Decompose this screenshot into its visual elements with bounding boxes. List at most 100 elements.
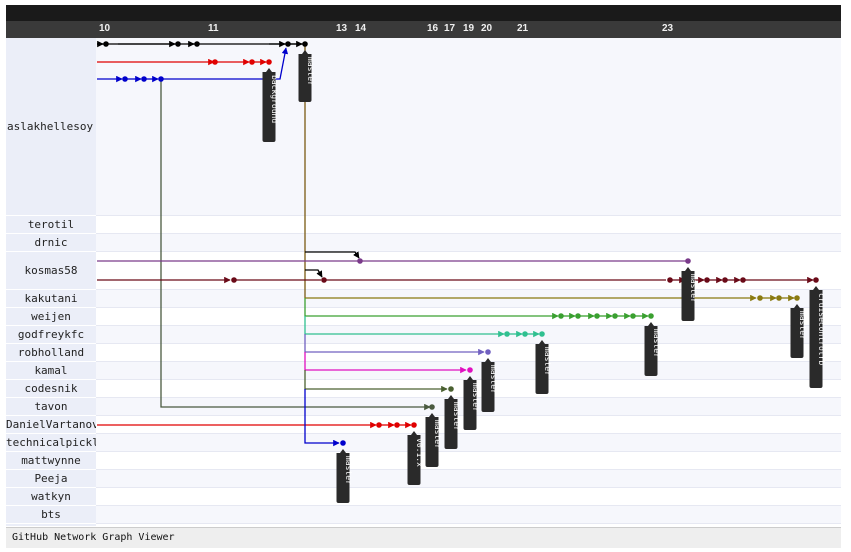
user-row-name: drnic bbox=[6, 234, 96, 252]
user-row-track bbox=[96, 234, 841, 252]
commit-dot[interactable] bbox=[813, 277, 819, 283]
user-row-name: mattwynne bbox=[6, 452, 96, 470]
commit-dot[interactable] bbox=[740, 277, 746, 283]
commit-dot[interactable] bbox=[340, 440, 346, 446]
user-row-name: kamal bbox=[6, 362, 96, 380]
date-label: 20 bbox=[481, 23, 493, 34]
branch-tag-shape bbox=[535, 340, 549, 394]
commit-dot[interactable] bbox=[594, 313, 600, 319]
commit-dot[interactable] bbox=[757, 295, 763, 301]
commit-dot[interactable] bbox=[266, 59, 272, 65]
commit-dot[interactable] bbox=[448, 386, 454, 392]
branch-tag-label: master bbox=[689, 274, 698, 303]
user-row-name: weijen bbox=[6, 308, 96, 326]
commit-dot[interactable] bbox=[539, 331, 545, 337]
user-row-track bbox=[96, 308, 841, 326]
branch-tag-shape bbox=[681, 267, 695, 321]
branch-tag-shape bbox=[425, 413, 439, 467]
date-label: 16 bbox=[427, 23, 439, 34]
branch-tag-label: v0.1.x bbox=[415, 438, 424, 467]
user-row-track bbox=[96, 252, 841, 290]
user-row-track bbox=[96, 38, 841, 216]
commit-dot[interactable] bbox=[158, 76, 164, 82]
date-header: 10 11 13 14 16 17 19 20 21 23 bbox=[6, 21, 841, 38]
date-label: 10 bbox=[99, 23, 111, 34]
commit-dot[interactable] bbox=[103, 41, 109, 47]
branch-tag-shape bbox=[809, 286, 823, 388]
commit-dot[interactable] bbox=[467, 367, 473, 373]
branch-tag[interactable]: master bbox=[444, 395, 462, 449]
date-label: 19 bbox=[463, 23, 475, 34]
user-row-name: bts bbox=[6, 506, 96, 524]
branch-tag[interactable]: background bbox=[262, 68, 280, 142]
commit-dot[interactable] bbox=[194, 41, 200, 47]
commit-dot[interactable] bbox=[504, 331, 510, 337]
commit-dot[interactable] bbox=[485, 349, 491, 355]
branch-tag[interactable]: master bbox=[481, 358, 499, 412]
status-bar: GitHub Network Graph Viewer bbox=[6, 527, 841, 548]
user-row-name: terotil bbox=[6, 216, 96, 234]
branch-tag-label: master bbox=[543, 347, 552, 376]
branch-tag[interactable]: v0.1.x bbox=[407, 431, 425, 485]
user-row-name: tavon bbox=[6, 398, 96, 416]
date-label: 11 bbox=[208, 23, 219, 34]
commit-dot[interactable] bbox=[141, 76, 147, 82]
branch-tag-shape bbox=[298, 50, 312, 102]
commit-dot[interactable] bbox=[212, 59, 218, 65]
branch-line bbox=[304, 334, 485, 356]
graph-area[interactable]: aslakhellesoy terotil drnic kosmas58 kakutan… bbox=[6, 38, 841, 526]
commit-dot[interactable] bbox=[321, 277, 327, 283]
commit-dot[interactable] bbox=[122, 76, 128, 82]
commit-dot[interactable] bbox=[285, 41, 291, 47]
user-row-name: kakutani bbox=[6, 290, 96, 308]
branch-line bbox=[304, 352, 467, 374]
date-label: 17 bbox=[444, 23, 456, 34]
commit-dot[interactable] bbox=[522, 331, 528, 337]
branch-tag[interactable]: master bbox=[681, 267, 699, 321]
branch-tag[interactable]: master bbox=[535, 340, 553, 394]
commit-dot[interactable] bbox=[249, 59, 255, 65]
branch-line bbox=[304, 389, 340, 447]
branch-tag[interactable]: master bbox=[463, 376, 481, 430]
date-label: 23 bbox=[662, 23, 674, 34]
branch-tag-shape bbox=[444, 395, 458, 449]
branch-tag[interactable]: master bbox=[644, 322, 662, 376]
commit-dot[interactable] bbox=[429, 404, 435, 410]
user-row-name: codesnik bbox=[6, 380, 96, 398]
commit-dot[interactable] bbox=[411, 422, 417, 428]
commit-dot[interactable] bbox=[630, 313, 636, 319]
branch-tag-label: master bbox=[452, 402, 461, 431]
commit-dot[interactable] bbox=[394, 422, 400, 428]
branch-tag-label: master bbox=[344, 456, 353, 485]
commit-dot[interactable] bbox=[722, 277, 728, 283]
branch-tag-shape bbox=[407, 431, 421, 485]
commit-graph[interactable]: background master master master master master… bbox=[6, 38, 841, 526]
commit-dot[interactable] bbox=[558, 313, 564, 319]
commit-dot[interactable] bbox=[685, 258, 691, 264]
branch-tag[interactable]: cruisecontrolrb bbox=[809, 286, 827, 388]
commit-dot[interactable] bbox=[704, 277, 710, 283]
commit-dot[interactable] bbox=[357, 258, 363, 264]
branch-tag-label: master bbox=[433, 420, 442, 449]
commit-dot[interactable] bbox=[376, 422, 382, 428]
commit-dot[interactable] bbox=[231, 277, 237, 283]
branch-tag[interactable]: master bbox=[790, 304, 808, 358]
branch-line bbox=[160, 79, 431, 411]
commit-dot[interactable] bbox=[175, 41, 181, 47]
user-name-column: aslakhellesoy terotil drnic kosmas58 kakutan… bbox=[6, 38, 96, 526]
commit-dot[interactable] bbox=[302, 41, 308, 47]
user-row-track bbox=[96, 506, 841, 524]
branch-tag-label: background bbox=[270, 75, 279, 123]
branch-line bbox=[305, 251, 360, 259]
commit-dot[interactable] bbox=[794, 295, 800, 301]
commit-dot[interactable] bbox=[575, 313, 581, 319]
commit-dot[interactable] bbox=[612, 313, 618, 319]
branch-tag[interactable]: master bbox=[336, 449, 354, 503]
commit-dot[interactable] bbox=[648, 313, 654, 319]
commit-dot[interactable] bbox=[667, 277, 673, 283]
branch-tag[interactable]: master bbox=[425, 413, 443, 467]
branch-tag[interactable]: master bbox=[298, 50, 316, 102]
user-row-track bbox=[96, 452, 841, 470]
commit-dot[interactable] bbox=[776, 295, 782, 301]
